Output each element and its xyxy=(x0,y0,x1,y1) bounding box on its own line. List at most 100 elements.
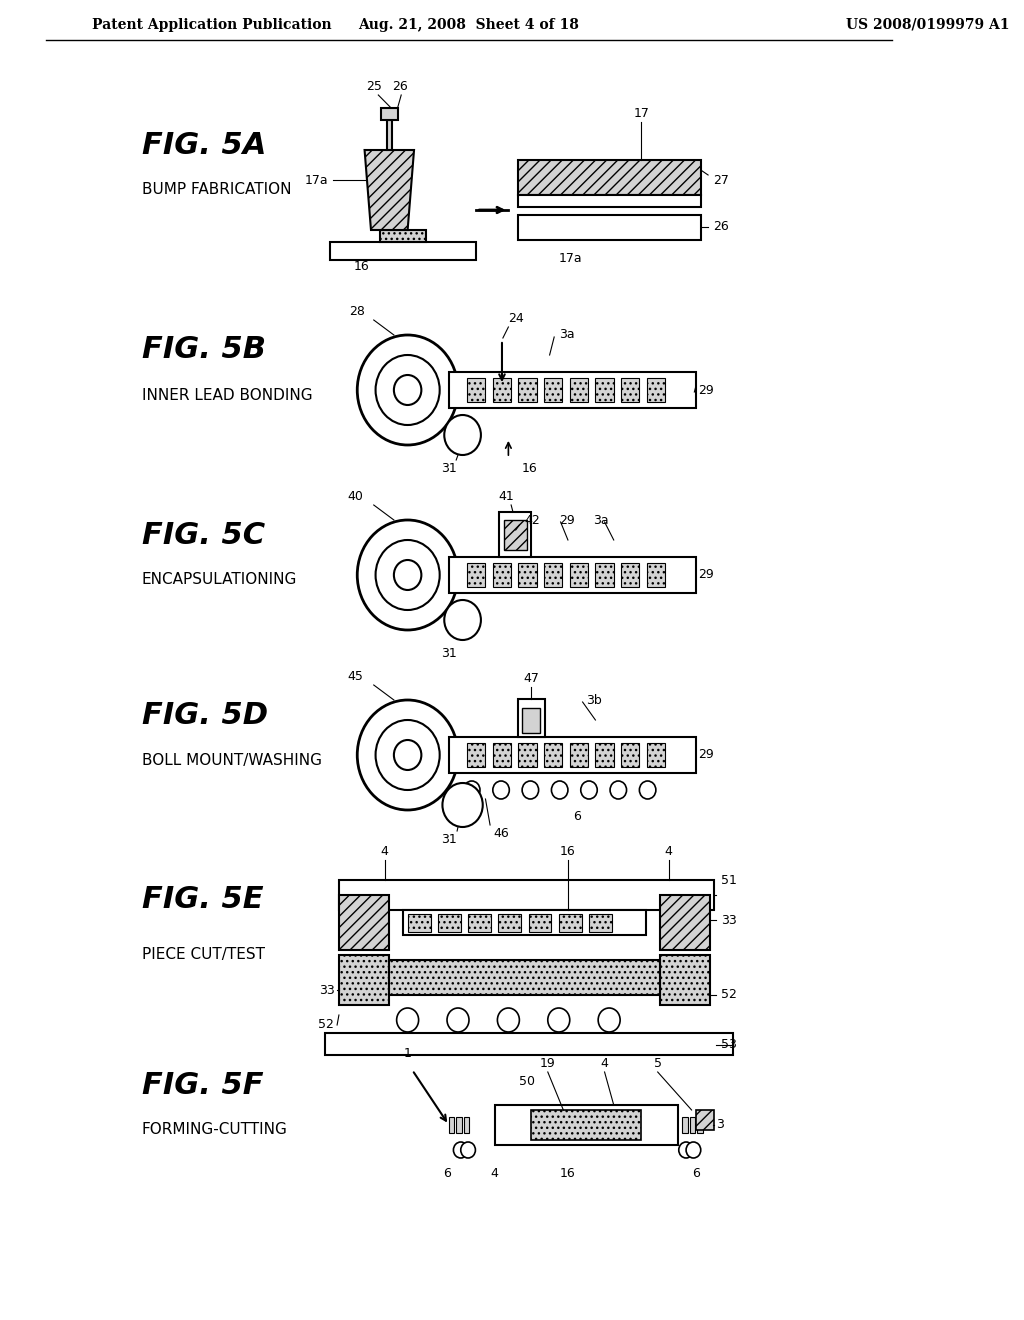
Bar xyxy=(517,215,700,240)
Bar xyxy=(647,564,665,587)
Bar xyxy=(339,895,389,950)
Text: 28: 28 xyxy=(349,305,366,318)
Text: 4: 4 xyxy=(381,845,389,858)
Text: FIG. 5C: FIG. 5C xyxy=(142,520,265,549)
Bar xyxy=(449,737,696,774)
Text: FIG. 5E: FIG. 5E xyxy=(142,886,263,915)
Bar xyxy=(381,108,397,120)
Bar xyxy=(528,913,552,932)
Circle shape xyxy=(493,781,509,799)
Circle shape xyxy=(639,781,655,799)
Circle shape xyxy=(376,355,439,425)
Text: 24: 24 xyxy=(508,312,523,325)
Circle shape xyxy=(454,1142,468,1158)
Bar xyxy=(647,378,665,403)
Circle shape xyxy=(522,781,539,799)
Bar xyxy=(386,120,392,150)
Bar xyxy=(517,195,700,207)
Bar xyxy=(544,743,562,767)
Bar xyxy=(517,160,700,195)
Bar xyxy=(595,564,613,587)
Circle shape xyxy=(610,781,627,799)
Bar xyxy=(449,372,696,408)
Text: 26: 26 xyxy=(713,220,728,234)
Bar xyxy=(493,378,511,403)
Bar xyxy=(517,700,545,737)
Bar xyxy=(467,743,485,767)
Text: ENCAPSULATIONING: ENCAPSULATIONING xyxy=(142,573,297,587)
Bar xyxy=(464,1117,469,1133)
Circle shape xyxy=(444,414,481,455)
Bar xyxy=(589,913,612,932)
Bar xyxy=(531,1110,641,1140)
Text: 29: 29 xyxy=(698,569,714,582)
Text: FIG. 5D: FIG. 5D xyxy=(142,701,268,730)
Text: 4: 4 xyxy=(490,1167,499,1180)
Bar xyxy=(493,564,511,587)
Bar xyxy=(647,743,665,767)
Text: 17: 17 xyxy=(633,107,649,120)
Text: 16: 16 xyxy=(560,845,575,858)
Bar xyxy=(682,1117,688,1133)
Bar xyxy=(518,743,537,767)
Bar xyxy=(500,512,531,557)
Text: 33: 33 xyxy=(318,983,335,997)
Text: 47: 47 xyxy=(523,672,540,685)
Text: 52: 52 xyxy=(721,989,737,1002)
Text: 6: 6 xyxy=(443,1167,451,1180)
Bar xyxy=(518,564,537,587)
Circle shape xyxy=(548,1008,569,1032)
Text: 19: 19 xyxy=(540,1057,556,1071)
Text: 16: 16 xyxy=(354,260,370,273)
Text: 25: 25 xyxy=(366,81,382,92)
Circle shape xyxy=(394,375,421,405)
Text: 29: 29 xyxy=(698,748,714,762)
Text: FIG. 5B: FIG. 5B xyxy=(142,335,266,364)
Text: 17a: 17a xyxy=(304,173,328,186)
Bar xyxy=(518,378,537,403)
Circle shape xyxy=(686,1142,700,1158)
Text: 3a: 3a xyxy=(594,513,609,527)
Text: PIECE CUT/TEST: PIECE CUT/TEST xyxy=(142,948,265,962)
Text: FIG. 5F: FIG. 5F xyxy=(142,1071,263,1100)
Text: 1: 1 xyxy=(403,1047,412,1060)
Bar xyxy=(690,1117,695,1133)
Text: 3: 3 xyxy=(717,1118,724,1131)
Text: 46: 46 xyxy=(494,828,509,840)
Text: 27: 27 xyxy=(713,173,728,186)
Bar xyxy=(449,557,696,593)
Circle shape xyxy=(581,781,597,799)
Bar xyxy=(504,520,526,550)
Bar xyxy=(622,743,639,767)
Bar xyxy=(326,1034,733,1055)
Text: 5: 5 xyxy=(653,1057,662,1071)
Bar xyxy=(559,913,582,932)
Bar xyxy=(389,960,659,995)
Bar xyxy=(569,743,588,767)
Bar xyxy=(595,378,613,403)
Text: 6: 6 xyxy=(692,1167,700,1180)
Circle shape xyxy=(376,719,439,789)
Bar xyxy=(595,743,613,767)
Bar xyxy=(622,378,639,403)
Circle shape xyxy=(396,1008,419,1032)
Text: 6: 6 xyxy=(573,810,581,822)
Text: 29: 29 xyxy=(559,513,574,527)
Text: 29: 29 xyxy=(698,384,714,396)
Text: Patent Application Publication: Patent Application Publication xyxy=(91,18,331,32)
Text: 33: 33 xyxy=(721,913,736,927)
Bar xyxy=(499,913,521,932)
Circle shape xyxy=(394,741,421,770)
Bar xyxy=(468,913,490,932)
Text: 17a: 17a xyxy=(559,252,583,265)
Bar xyxy=(330,242,476,260)
Bar xyxy=(380,230,426,242)
Bar xyxy=(456,1117,462,1133)
Text: 42: 42 xyxy=(524,513,540,527)
Text: 31: 31 xyxy=(441,462,457,475)
Circle shape xyxy=(464,781,480,799)
Bar xyxy=(495,1105,678,1144)
Text: 3a: 3a xyxy=(559,329,574,342)
Circle shape xyxy=(444,601,481,640)
Bar xyxy=(696,1110,715,1130)
